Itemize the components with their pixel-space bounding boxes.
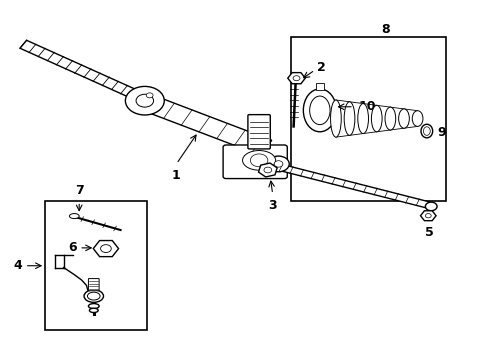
Ellipse shape [303, 89, 336, 132]
Polygon shape [420, 211, 435, 221]
Ellipse shape [344, 102, 354, 135]
Ellipse shape [357, 104, 368, 134]
Circle shape [292, 76, 299, 81]
Circle shape [125, 86, 164, 115]
Polygon shape [258, 163, 277, 177]
Ellipse shape [423, 127, 429, 135]
Circle shape [425, 213, 430, 218]
Ellipse shape [309, 96, 329, 125]
Circle shape [146, 93, 153, 98]
Ellipse shape [88, 303, 99, 309]
Text: 1: 1 [171, 169, 180, 182]
Ellipse shape [371, 105, 381, 132]
Polygon shape [20, 40, 145, 102]
Ellipse shape [420, 124, 432, 138]
Text: 4: 4 [13, 259, 22, 272]
Text: 5: 5 [424, 226, 433, 239]
Ellipse shape [398, 109, 408, 128]
Circle shape [250, 154, 267, 167]
Polygon shape [279, 165, 429, 208]
Bar [290, 37, 446, 202]
Ellipse shape [384, 107, 395, 130]
Circle shape [101, 245, 111, 252]
Text: 6: 6 [68, 241, 77, 255]
Ellipse shape [89, 308, 98, 312]
Ellipse shape [411, 111, 422, 126]
Text: 10: 10 [358, 100, 375, 113]
FancyBboxPatch shape [88, 279, 99, 291]
Ellipse shape [84, 290, 103, 302]
FancyBboxPatch shape [247, 114, 270, 149]
Bar [45, 202, 147, 330]
Polygon shape [137, 93, 271, 156]
Text: 8: 8 [381, 23, 389, 36]
Ellipse shape [69, 213, 79, 219]
Polygon shape [287, 73, 305, 84]
Bar [315, 83, 323, 90]
Text: 9: 9 [437, 126, 445, 139]
Circle shape [425, 202, 436, 211]
Polygon shape [93, 240, 118, 257]
Ellipse shape [330, 100, 341, 137]
Circle shape [136, 94, 153, 107]
Circle shape [267, 156, 288, 172]
Text: 7: 7 [75, 184, 83, 197]
Circle shape [264, 167, 271, 173]
Text: 3: 3 [268, 199, 276, 212]
Ellipse shape [242, 150, 275, 170]
Text: 2: 2 [317, 61, 325, 74]
Circle shape [274, 161, 283, 167]
Ellipse shape [87, 292, 100, 300]
FancyBboxPatch shape [223, 145, 287, 179]
